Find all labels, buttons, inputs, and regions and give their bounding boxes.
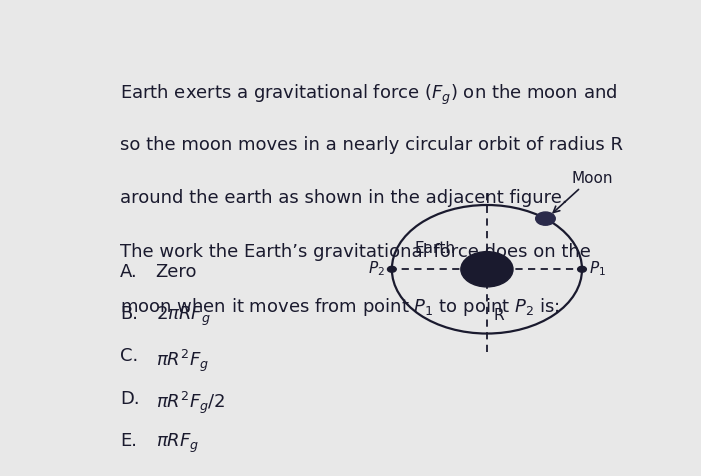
Circle shape: [388, 267, 396, 273]
Text: moon when it moves from point $P_1$ to point $P_2$ is:: moon when it moves from point $P_1$ to p…: [121, 295, 560, 317]
Text: $P_2$: $P_2$: [369, 258, 386, 277]
Text: $\pi R F_g$: $\pi R F_g$: [156, 431, 199, 454]
Circle shape: [461, 252, 513, 288]
Text: C.: C.: [121, 347, 139, 365]
Text: $2\pi R F_g$: $2\pi R F_g$: [156, 305, 210, 327]
Circle shape: [536, 213, 555, 226]
Text: $\pi R^2 F_g$: $\pi R^2 F_g$: [156, 347, 208, 373]
Text: around the earth as shown in the adjacent figure.: around the earth as shown in the adjacen…: [121, 189, 568, 207]
Text: Moon: Moon: [553, 170, 613, 213]
Text: so the moon moves in a nearly circular orbit of radius R: so the moon moves in a nearly circular o…: [121, 136, 623, 154]
Text: Earth exerts a gravitational force ($F_g$) on the moon and: Earth exerts a gravitational force ($F_g…: [121, 83, 618, 107]
Text: E.: E.: [121, 431, 137, 449]
Text: Earth: Earth: [414, 240, 456, 255]
Text: D.: D.: [121, 389, 139, 407]
Text: B.: B.: [121, 305, 138, 322]
Text: The work the Earth’s gravitational force does on the: The work the Earth’s gravitational force…: [121, 242, 591, 260]
Text: $\pi R^2 F_g/2$: $\pi R^2 F_g/2$: [156, 389, 225, 415]
Text: Zero: Zero: [156, 262, 197, 280]
Circle shape: [578, 267, 586, 273]
Text: A.: A.: [121, 262, 138, 280]
Text: $P_1$: $P_1$: [589, 258, 606, 277]
Text: R: R: [494, 307, 504, 322]
